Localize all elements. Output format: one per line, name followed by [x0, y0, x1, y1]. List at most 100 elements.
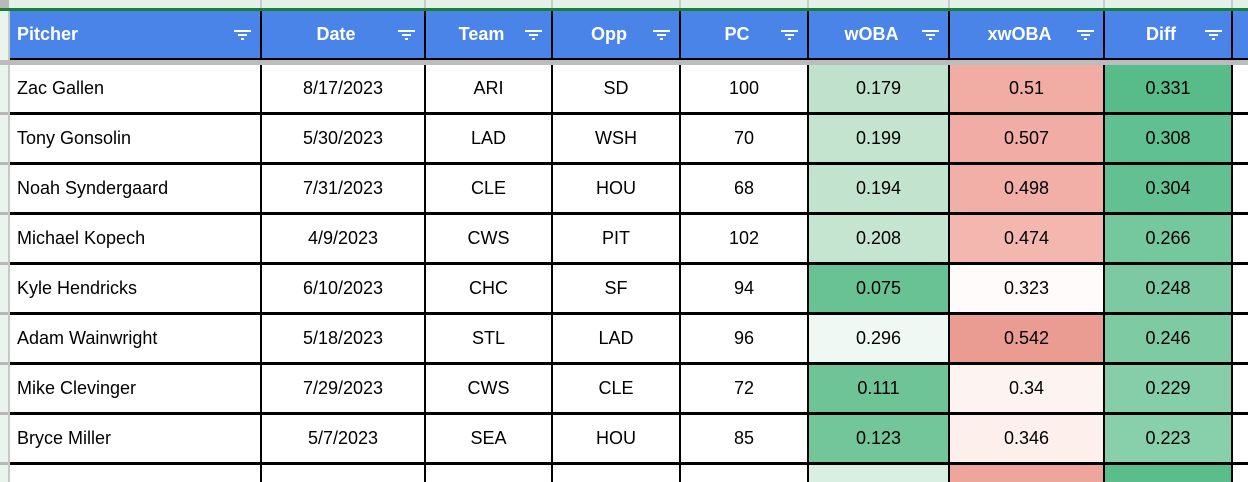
- cell-diff[interactable]: [1105, 465, 1233, 482]
- table-row-partial: [10, 465, 1248, 482]
- cell-woba[interactable]: 0.179: [809, 65, 950, 112]
- cell-pc[interactable]: 72: [681, 365, 809, 412]
- cell-date[interactable]: 8/17/2023: [262, 65, 426, 112]
- cell-team[interactable]: CLE: [426, 165, 553, 212]
- cell-stub[interactable]: [1233, 65, 1248, 112]
- cell-stub[interactable]: [1233, 115, 1248, 162]
- cell-opp[interactable]: [553, 465, 681, 482]
- cell-stub[interactable]: [1233, 265, 1248, 312]
- cell-xwoba[interactable]: 0.507: [950, 115, 1105, 162]
- cell-woba[interactable]: 0.296: [809, 315, 950, 362]
- filter-icon[interactable]: [398, 29, 415, 40]
- cell-pitcher[interactable]: Bryce Miller: [10, 415, 262, 462]
- filter-icon[interactable]: [922, 29, 939, 40]
- cell-pitcher[interactable]: Adam Wainwright: [10, 315, 262, 362]
- cell-woba[interactable]: 0.075: [809, 265, 950, 312]
- cell-diff[interactable]: 0.246: [1105, 315, 1233, 362]
- cell-diff[interactable]: 0.304: [1105, 165, 1233, 212]
- cell-team[interactable]: STL: [426, 315, 553, 362]
- cell-opp[interactable]: HOU: [553, 415, 681, 462]
- cell-xwoba[interactable]: 0.34: [950, 365, 1105, 412]
- column-header-pc[interactable]: PC: [681, 11, 809, 58]
- cell-pitcher[interactable]: [10, 465, 262, 482]
- cell-opp[interactable]: PIT: [553, 215, 681, 262]
- cell-xwoba[interactable]: 0.498: [950, 165, 1105, 212]
- cell-pc[interactable]: [681, 465, 809, 482]
- table-body: Zac Gallen 8/17/2023 ARI SD 100 0.179 0.51 0.33…: [10, 65, 1248, 482]
- cell-team[interactable]: [426, 465, 553, 482]
- column-header-diff[interactable]: Diff: [1105, 11, 1233, 58]
- cell-date[interactable]: 5/30/2023: [262, 115, 426, 162]
- cell-team[interactable]: SEA: [426, 415, 553, 462]
- cell-team[interactable]: CWS: [426, 365, 553, 412]
- cell-opp[interactable]: WSH: [553, 115, 681, 162]
- column-header-opp[interactable]: Opp: [553, 11, 681, 58]
- cell-pitcher[interactable]: Noah Syndergaard: [10, 165, 262, 212]
- column-header-pitcher[interactable]: Pitcher: [10, 11, 262, 58]
- cell-stub[interactable]: [1233, 315, 1248, 362]
- cell-pitcher[interactable]: Mike Clevinger: [10, 365, 262, 412]
- cell-diff[interactable]: 0.248: [1105, 265, 1233, 312]
- filter-icon[interactable]: [781, 29, 798, 40]
- cell-pc[interactable]: 94: [681, 265, 809, 312]
- cell-xwoba[interactable]: 0.323: [950, 265, 1105, 312]
- cell-date[interactable]: [262, 465, 426, 482]
- cell-date[interactable]: 5/18/2023: [262, 315, 426, 362]
- cell-woba[interactable]: 0.123: [809, 415, 950, 462]
- cell-stub[interactable]: [1233, 465, 1248, 482]
- cell-stub[interactable]: [1233, 165, 1248, 212]
- cell-stub[interactable]: [1233, 215, 1248, 262]
- cell-pitcher[interactable]: Kyle Hendricks: [10, 265, 262, 312]
- cell-diff[interactable]: 0.223: [1105, 415, 1233, 462]
- cell-woba[interactable]: 0.199: [809, 115, 950, 162]
- column-header-team[interactable]: Team: [426, 11, 553, 58]
- cell-date[interactable]: 6/10/2023: [262, 265, 426, 312]
- cell-opp[interactable]: LAD: [553, 315, 681, 362]
- cell-diff[interactable]: 0.331: [1105, 65, 1233, 112]
- cell-team[interactable]: CHC: [426, 265, 553, 312]
- cell-date[interactable]: 4/9/2023: [262, 215, 426, 262]
- column-header-xwoba[interactable]: xwOBA: [950, 11, 1105, 58]
- cell-diff[interactable]: 0.229: [1105, 365, 1233, 412]
- cell-woba[interactable]: 0.208: [809, 215, 950, 262]
- cell-woba[interactable]: [809, 465, 950, 482]
- filter-icon[interactable]: [1077, 29, 1094, 40]
- cell-date[interactable]: 7/29/2023: [262, 365, 426, 412]
- filter-icon[interactable]: [653, 29, 670, 40]
- cell-pitcher[interactable]: Zac Gallen: [10, 65, 262, 112]
- cell-opp[interactable]: SF: [553, 265, 681, 312]
- gridline: [0, 112, 8, 115]
- cell-stub[interactable]: [1233, 365, 1248, 412]
- cell-pitcher[interactable]: Michael Kopech: [10, 215, 262, 262]
- cell-opp[interactable]: SD: [553, 65, 681, 112]
- cell-pitcher[interactable]: Tony Gonsolin: [10, 115, 262, 162]
- column-header-date[interactable]: Date: [262, 11, 426, 58]
- filter-icon[interactable]: [525, 29, 542, 40]
- cell-opp[interactable]: HOU: [553, 165, 681, 212]
- cell-xwoba[interactable]: 0.346: [950, 415, 1105, 462]
- cell-stub[interactable]: [1233, 415, 1248, 462]
- cell-pc[interactable]: 96: [681, 315, 809, 362]
- filter-icon[interactable]: [1205, 29, 1222, 40]
- cell-xwoba[interactable]: 0.474: [950, 215, 1105, 262]
- cell-date[interactable]: 7/31/2023: [262, 165, 426, 212]
- cell-team[interactable]: ARI: [426, 65, 553, 112]
- filter-icon[interactable]: [234, 29, 251, 40]
- cell-pc[interactable]: 85: [681, 415, 809, 462]
- column-header-woba[interactable]: wOBA: [809, 11, 950, 58]
- cell-team[interactable]: LAD: [426, 115, 553, 162]
- cell-xwoba[interactable]: 0.51: [950, 65, 1105, 112]
- cell-woba[interactable]: 0.111: [809, 365, 950, 412]
- cell-date[interactable]: 5/7/2023: [262, 415, 426, 462]
- cell-pc[interactable]: 70: [681, 115, 809, 162]
- cell-pc[interactable]: 102: [681, 215, 809, 262]
- cell-diff[interactable]: 0.308: [1105, 115, 1233, 162]
- cell-team[interactable]: CWS: [426, 215, 553, 262]
- cell-pc[interactable]: 100: [681, 65, 809, 112]
- cell-woba[interactable]: 0.194: [809, 165, 950, 212]
- cell-pc[interactable]: 68: [681, 165, 809, 212]
- cell-diff[interactable]: 0.266: [1105, 215, 1233, 262]
- cell-xwoba[interactable]: 0.542: [950, 315, 1105, 362]
- cell-xwoba[interactable]: [950, 465, 1105, 482]
- cell-opp[interactable]: CLE: [553, 365, 681, 412]
